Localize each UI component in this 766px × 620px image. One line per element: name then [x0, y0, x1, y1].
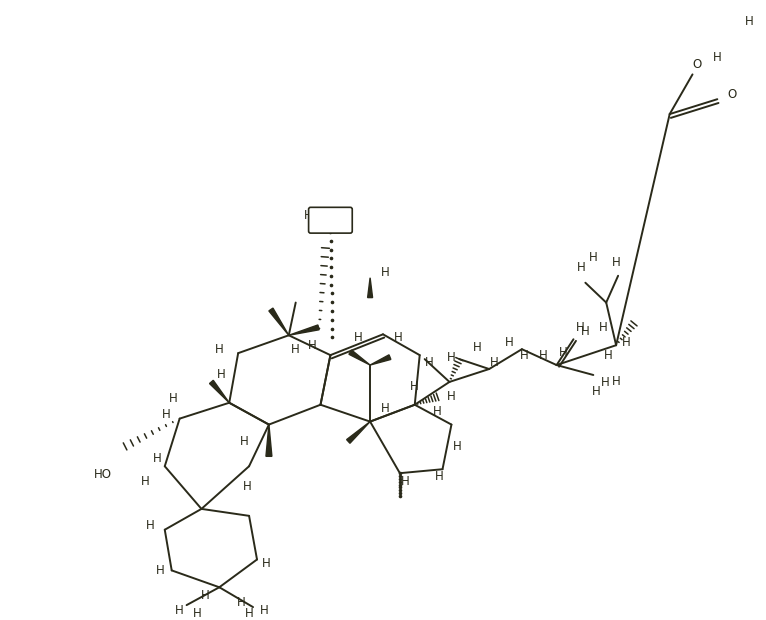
- Polygon shape: [210, 380, 229, 403]
- Text: H: H: [152, 452, 161, 465]
- Text: H: H: [304, 209, 313, 222]
- Text: H: H: [453, 440, 462, 453]
- Text: H: H: [381, 267, 389, 279]
- Polygon shape: [370, 355, 391, 365]
- Text: H: H: [576, 321, 584, 334]
- Text: H: H: [447, 351, 456, 363]
- Text: O: O: [692, 58, 702, 71]
- Text: H: H: [217, 368, 226, 381]
- Text: H: H: [162, 408, 171, 421]
- Text: H: H: [244, 606, 254, 619]
- Text: H: H: [612, 376, 620, 388]
- Text: H: H: [237, 596, 246, 609]
- Text: H: H: [243, 480, 251, 492]
- Polygon shape: [266, 425, 272, 456]
- Text: H: H: [622, 336, 630, 348]
- Text: H: H: [240, 435, 248, 448]
- Text: H: H: [215, 343, 224, 356]
- Text: H: H: [577, 262, 586, 274]
- Text: H: H: [401, 475, 409, 487]
- Polygon shape: [368, 278, 372, 298]
- Text: H: H: [559, 346, 568, 358]
- Text: H: H: [447, 391, 456, 403]
- Text: H: H: [589, 252, 597, 264]
- Text: H: H: [291, 343, 300, 356]
- Text: H: H: [261, 557, 270, 570]
- Text: H: H: [601, 376, 610, 389]
- Text: H: H: [146, 520, 154, 532]
- Text: H: H: [489, 356, 499, 368]
- Text: H: H: [519, 348, 529, 361]
- Polygon shape: [346, 422, 370, 443]
- Text: H: H: [381, 402, 389, 415]
- Polygon shape: [269, 308, 289, 335]
- Text: H: H: [745, 16, 754, 29]
- Text: H: H: [411, 381, 419, 393]
- Text: H: H: [713, 51, 722, 64]
- Text: H: H: [539, 348, 548, 361]
- Text: H: H: [260, 604, 268, 616]
- Text: H: H: [604, 348, 613, 361]
- Text: H: H: [425, 356, 434, 368]
- Text: H: H: [308, 339, 317, 352]
- Text: H: H: [505, 336, 513, 348]
- Polygon shape: [349, 350, 370, 365]
- Text: H: H: [354, 331, 362, 343]
- Text: H: H: [435, 470, 444, 482]
- Text: Abs: Abs: [321, 215, 340, 225]
- Text: H: H: [473, 341, 482, 353]
- Text: HO: HO: [94, 467, 112, 481]
- Text: H: H: [599, 321, 607, 334]
- FancyBboxPatch shape: [309, 207, 352, 233]
- Text: H: H: [434, 405, 442, 418]
- Text: H: H: [201, 589, 210, 601]
- Text: H: H: [155, 564, 164, 577]
- Text: H: H: [175, 604, 184, 616]
- Text: H: H: [581, 325, 590, 338]
- Text: H: H: [592, 386, 601, 398]
- Text: O: O: [728, 88, 737, 100]
- Text: H: H: [394, 331, 402, 343]
- Text: H: H: [169, 392, 178, 405]
- Text: H: H: [612, 257, 620, 269]
- Text: H: H: [193, 606, 202, 619]
- Text: H: H: [140, 475, 149, 487]
- Polygon shape: [289, 325, 319, 335]
